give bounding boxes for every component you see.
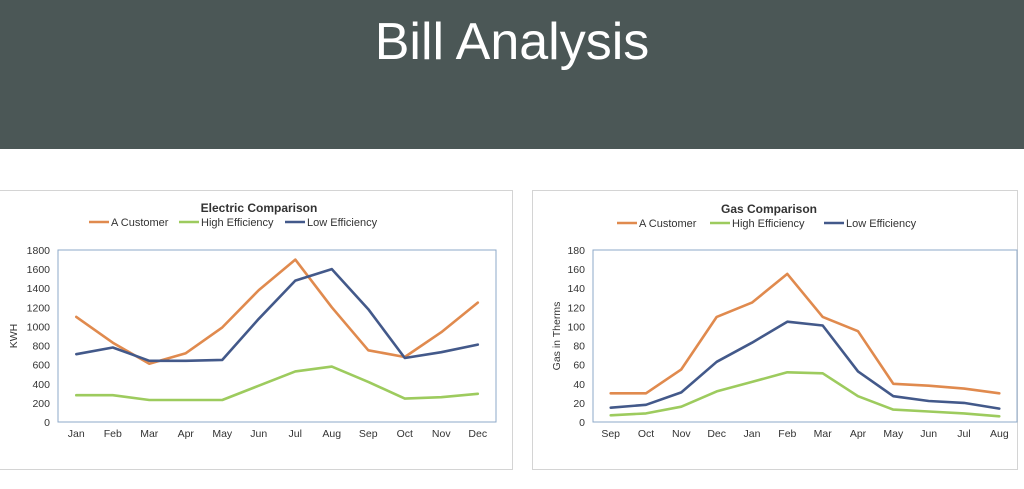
series-line-high-efficiency bbox=[609, 371, 1001, 418]
y-tick-label: 80 bbox=[573, 341, 585, 353]
y-tick-label: 800 bbox=[32, 341, 50, 353]
series-line-high-efficiency bbox=[75, 365, 480, 402]
x-tick-label: Mar bbox=[140, 428, 159, 440]
y-tick-label: 180 bbox=[567, 245, 585, 257]
x-tick-label: Dec bbox=[468, 428, 487, 440]
x-tick-label: Aug bbox=[322, 428, 341, 440]
legend-label: High Efficiency bbox=[732, 218, 805, 230]
legend-label: Low Efficiency bbox=[307, 217, 378, 229]
x-tick-label: May bbox=[212, 428, 233, 440]
x-tick-label: Jun bbox=[250, 428, 267, 440]
x-tick-label: Nov bbox=[432, 428, 451, 440]
gas-plot-area bbox=[592, 249, 1018, 423]
y-tick-label: 1400 bbox=[27, 283, 51, 295]
legend-item-low-efficiency: Low Efficiency bbox=[824, 218, 917, 230]
y-tick-label: 600 bbox=[32, 360, 50, 372]
x-tick-label: Jun bbox=[920, 428, 937, 440]
electric-comparison-chart: Electric Comparison A Customer High Effici… bbox=[8, 201, 497, 440]
legend-label: High Efficiency bbox=[201, 217, 274, 229]
legend-item-high-efficiency: High Efficiency bbox=[179, 217, 274, 229]
series-line-low-efficiency bbox=[609, 320, 1001, 410]
x-tick-label: May bbox=[883, 428, 904, 440]
legend-item-a-customer: A Customer bbox=[89, 217, 169, 229]
x-tick-label: Jan bbox=[68, 428, 85, 440]
legend-label: A Customer bbox=[111, 217, 169, 229]
x-tick-label: Sep bbox=[601, 428, 620, 440]
x-tick-label: Oct bbox=[638, 428, 654, 440]
series-line-a-customer bbox=[75, 258, 480, 365]
y-tick-label: 40 bbox=[573, 379, 585, 391]
legend-item-high-efficiency: High Efficiency bbox=[710, 218, 805, 230]
x-tick-label: Jul bbox=[957, 428, 970, 440]
series-line-low-efficiency bbox=[75, 267, 480, 363]
legend-item-low-efficiency: Low Efficiency bbox=[285, 217, 378, 229]
gas-comparison-chart: Gas Comparison A Customer High Efficiency L… bbox=[551, 202, 1018, 440]
y-tick-label: 200 bbox=[32, 398, 50, 410]
y-tick-label: 0 bbox=[44, 417, 50, 429]
page-title: Bill Analysis bbox=[374, 13, 650, 71]
x-tick-label: Mar bbox=[814, 428, 833, 440]
y-tick-label: 60 bbox=[573, 360, 585, 372]
series-line-a-customer bbox=[609, 272, 1001, 395]
legend-label: A Customer bbox=[639, 218, 697, 230]
x-tick-label: Feb bbox=[778, 428, 796, 440]
y-tick-label: 120 bbox=[567, 302, 585, 314]
electric-plot-area bbox=[57, 249, 497, 423]
electric-chart-panel: Electric Comparison A Customer High Effici… bbox=[0, 190, 513, 470]
y-tick-label: 1000 bbox=[27, 321, 51, 333]
y-tick-label: 100 bbox=[567, 321, 585, 333]
x-tick-label: Aug bbox=[990, 428, 1009, 440]
x-tick-label: Jan bbox=[744, 428, 761, 440]
x-tick-label: Apr bbox=[850, 428, 867, 440]
x-tick-label: Oct bbox=[397, 428, 413, 440]
electric-chart-title: Electric Comparison bbox=[201, 201, 318, 215]
x-tick-label: Sep bbox=[359, 428, 378, 440]
y-tick-label: 0 bbox=[579, 417, 585, 429]
x-tick-label: Apr bbox=[178, 428, 195, 440]
x-tick-label: Nov bbox=[672, 428, 691, 440]
legend-item-a-customer: A Customer bbox=[617, 218, 697, 230]
legend-label: Low Efficiency bbox=[846, 218, 917, 230]
gas-chart-title: Gas Comparison bbox=[721, 202, 817, 216]
y-tick-label: 1800 bbox=[27, 245, 51, 257]
y-tick-label: 20 bbox=[573, 398, 585, 410]
electric-y-axis-label: KWH bbox=[8, 324, 20, 349]
title-banner: Bill Analysis bbox=[0, 0, 1024, 149]
y-tick-label: 1200 bbox=[27, 302, 51, 314]
y-tick-label: 160 bbox=[567, 264, 585, 276]
y-tick-label: 140 bbox=[567, 283, 585, 295]
y-tick-label: 400 bbox=[32, 379, 50, 391]
x-tick-label: Feb bbox=[104, 428, 122, 440]
gas-chart-panel: Gas Comparison A Customer High Efficiency L… bbox=[532, 190, 1018, 470]
y-tick-label: 1600 bbox=[27, 264, 51, 276]
x-tick-label: Dec bbox=[707, 428, 726, 440]
gas-y-axis-label: Gas in Therms bbox=[551, 302, 563, 371]
x-tick-label: Jul bbox=[289, 428, 302, 440]
